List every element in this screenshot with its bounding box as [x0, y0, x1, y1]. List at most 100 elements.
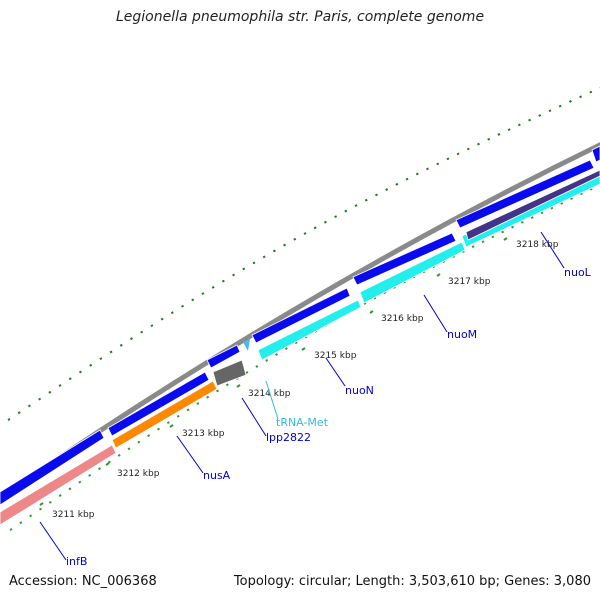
scale-ticks — [39, 237, 508, 506]
gc-dot — [589, 187, 593, 191]
gc-dot — [375, 193, 378, 197]
forward-cds — [352, 232, 457, 286]
forward-cds — [206, 344, 241, 369]
kbp-label: 3218 kbp — [516, 240, 559, 250]
kbp-label: 3215 kbp — [314, 351, 357, 361]
reverse-cds-infB — [0, 444, 117, 526]
gc-dot — [558, 104, 562, 108]
gc-dot — [262, 255, 266, 259]
gc-dot — [176, 414, 180, 418]
gc-dot — [550, 206, 554, 210]
gene-leader-line — [265, 380, 279, 420]
gc-dot — [181, 304, 184, 308]
gc-dot — [9, 528, 13, 531]
gc-dot — [166, 421, 170, 425]
gc-dot — [79, 370, 82, 374]
gc-dot — [373, 296, 377, 300]
gene-labels: infB nusA lpp2822 tRNA-Met nuoN nuoM nuoL — [39, 231, 592, 568]
gc-dot — [275, 353, 278, 356]
gc-dot — [58, 384, 62, 387]
gc-dot — [160, 317, 164, 321]
gc-dot — [17, 411, 21, 415]
gene-leader-line — [241, 397, 267, 437]
gc-dot — [491, 235, 495, 239]
trna-feature — [243, 339, 250, 351]
gene-label-trna-met: tRNA-Met — [276, 416, 329, 429]
gc-dot — [385, 188, 389, 191]
gc-dot — [127, 447, 131, 451]
map-title: Legionella pneumophila str. Paris, compl… — [115, 9, 485, 25]
gc-dot — [538, 114, 542, 117]
gc-dot — [471, 245, 475, 249]
gc-dot — [548, 109, 552, 113]
gc-dot — [150, 324, 154, 328]
gc-dot — [456, 152, 460, 156]
gc-dot — [255, 365, 259, 368]
genome-backbone — [0, 142, 600, 502]
gc-dot — [579, 192, 583, 196]
gc-dot — [48, 390, 52, 394]
gc-dot — [477, 142, 480, 146]
gc-dot — [191, 298, 195, 302]
gc-dot — [405, 177, 409, 181]
gc-dot — [589, 90, 593, 94]
gc-dot — [29, 514, 33, 518]
gc-dot — [201, 292, 205, 295]
gc-dot — [137, 440, 141, 444]
gc-dot — [487, 137, 491, 141]
gc-dot — [89, 363, 93, 367]
gc-dot — [497, 133, 501, 136]
gc-dot — [363, 302, 367, 305]
gc-dot — [313, 226, 317, 230]
gc-dot — [68, 487, 72, 491]
kbp-label: 3211 kbp — [52, 510, 95, 520]
gc-dot — [517, 123, 521, 127]
gc-dot — [68, 377, 72, 381]
gc-dot — [206, 395, 210, 399]
gc-dot — [265, 359, 269, 362]
forward-cds — [251, 287, 351, 344]
kbp-label: 3216 kbp — [381, 314, 424, 324]
gc-dot — [461, 250, 465, 254]
gc-dot — [568, 100, 572, 103]
gc-dot — [232, 273, 235, 277]
gene-leader-line — [540, 231, 565, 269]
gene-label-lpp2822: lpp2822 — [266, 431, 311, 444]
gc-dot — [98, 467, 101, 471]
gc-dot — [579, 95, 583, 99]
gc-dot — [196, 402, 200, 405]
gene-label-nuon: nuoN — [345, 384, 374, 397]
forward-cds — [0, 429, 105, 506]
kbp-labels: 3211 kbp 3212 kbp 3213 kbp 3214 kbp 3215 kbp… — [52, 240, 559, 520]
gc-dot — [304, 335, 308, 339]
gc-dot — [88, 473, 92, 477]
gc-dot — [99, 357, 103, 361]
gc-dot — [344, 209, 348, 213]
gc-dot — [395, 182, 399, 186]
gc-dot — [272, 249, 276, 253]
gc-dot — [364, 198, 368, 202]
forward-cds — [107, 371, 210, 437]
gc-dot — [117, 453, 121, 457]
topology-summary: Topology: circular; Length: 3,503,610 bp… — [233, 574, 591, 589]
gc-dot — [19, 521, 23, 525]
accession-label: Accession: NC_006368 — [9, 574, 157, 589]
gc-dot — [323, 220, 327, 224]
gc-dot — [147, 434, 151, 438]
gc-dot — [58, 494, 62, 497]
gc-dot — [540, 211, 544, 215]
gc-dot — [225, 383, 229, 387]
gc-dot — [530, 216, 534, 219]
kbp-label: 3213 kbp — [182, 429, 225, 439]
scale-tick — [169, 424, 174, 428]
gc-dot — [38, 397, 42, 401]
gc-dot — [78, 480, 82, 484]
kbp-label: 3217 kbp — [448, 277, 491, 287]
gc-dot — [27, 404, 31, 408]
gc-dot — [481, 240, 485, 244]
gc-dot — [186, 408, 190, 412]
gc-dot — [293, 237, 297, 241]
scale-tick — [436, 273, 441, 277]
scale-tick — [105, 462, 110, 466]
gc-dot — [48, 500, 52, 504]
